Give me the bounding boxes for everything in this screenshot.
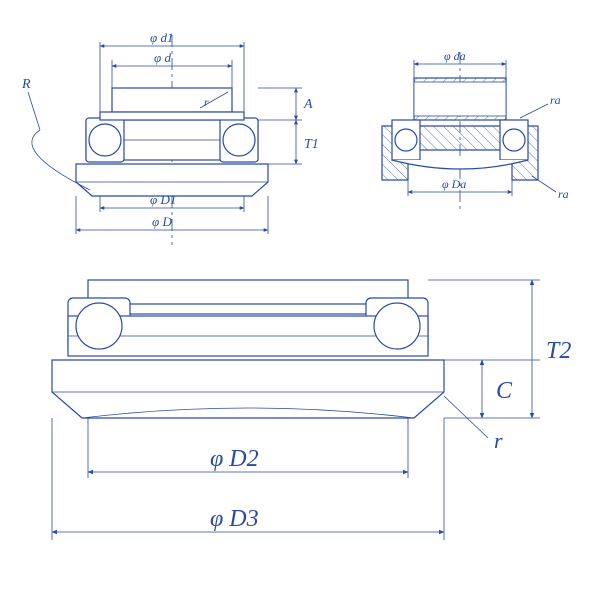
lower-section <box>52 280 540 540</box>
label-r-lower: r <box>494 428 503 453</box>
label-d1: φ d1 <box>150 30 173 45</box>
label-R: R <box>21 77 31 92</box>
label-D1: φ D1 <box>150 192 176 207</box>
label-T1: T1 <box>304 137 319 152</box>
label-d: φ d <box>154 50 171 65</box>
label-ra1: ra <box>550 93 561 107</box>
label-Da: φ Da <box>442 177 466 191</box>
label-C: C <box>496 378 513 404</box>
label-D2: φ D2 <box>210 446 259 472</box>
label-D3: φ D3 <box>210 506 259 532</box>
label-T2: T2 <box>546 338 571 364</box>
label-A: A <box>303 97 313 112</box>
label-da: φ da <box>444 49 466 63</box>
label-D: φ D <box>152 214 172 229</box>
label-r-small: r <box>204 95 209 109</box>
bearing-diagram: φ d1 φ d r R A T1 φ D1 φ D φ da ra φ Da … <box>0 0 600 600</box>
label-ra2: ra <box>558 187 569 201</box>
upper-right-section <box>382 52 556 210</box>
